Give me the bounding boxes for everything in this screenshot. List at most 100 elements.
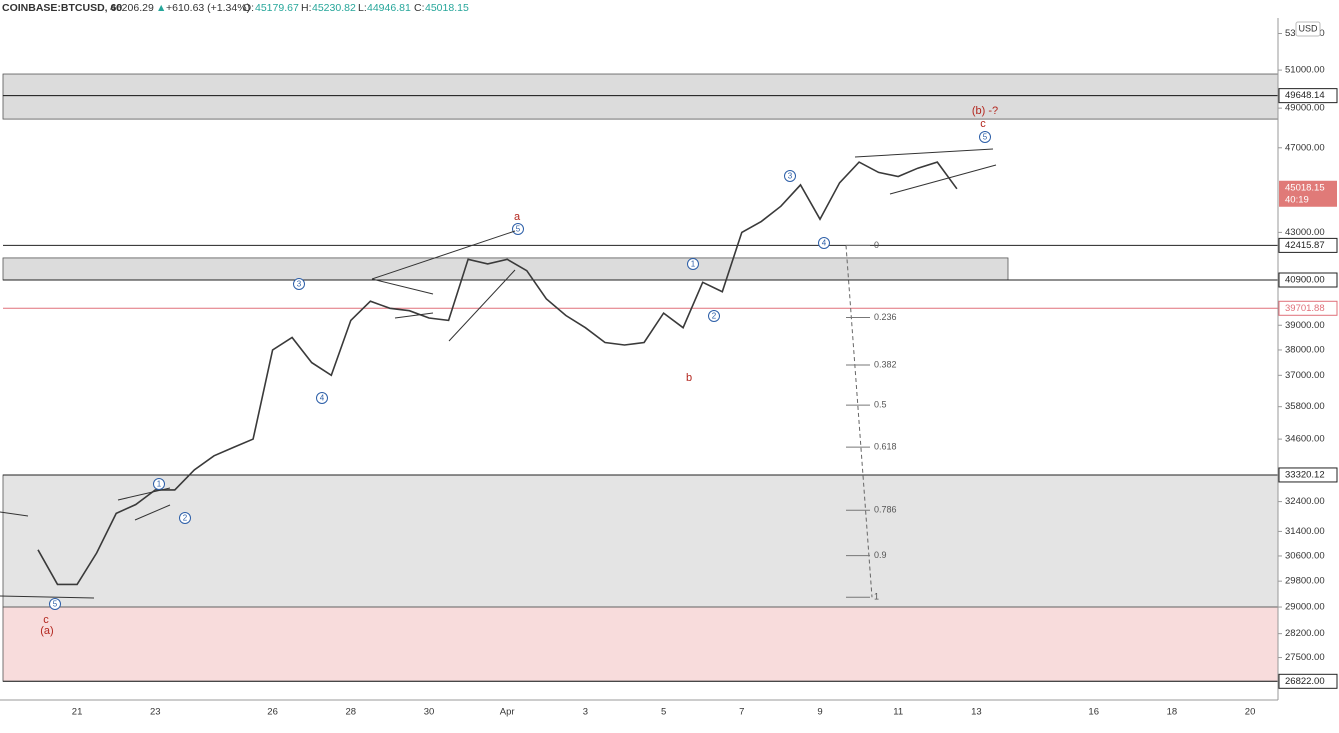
level-label: 49648.14 — [1285, 90, 1325, 101]
zone — [2, 73, 1279, 97]
wave-label: a — [514, 211, 521, 223]
zones — [2, 73, 1279, 682]
x-tick-label: 26 — [267, 707, 278, 718]
fib-label: 0 — [874, 240, 879, 250]
price-line — [37, 161, 958, 586]
wave-label: 4 — [822, 239, 827, 248]
level-box — [1278, 237, 1338, 253]
wave-label: (b) -? — [972, 105, 998, 117]
wave-circle — [979, 131, 991, 143]
wave-label: 5 — [53, 600, 58, 609]
wave-label: 3 — [788, 172, 793, 181]
trendline — [394, 312, 434, 319]
y-tick-label: 35800.00 — [1285, 401, 1325, 412]
wave-label: 2 — [712, 312, 717, 321]
wave-circle — [179, 512, 191, 524]
trendline — [448, 269, 516, 342]
wave-label: 3 — [297, 280, 302, 289]
wave-label: (a) — [40, 625, 53, 637]
wave-label: c — [43, 614, 49, 626]
level-label: 39701.88 — [1285, 303, 1325, 314]
zone — [2, 606, 1279, 682]
y-tick-label: 28200.00 — [1285, 628, 1325, 639]
trendline — [134, 504, 171, 521]
level-label: 33320.12 — [1285, 469, 1325, 480]
y-tick-label: 31400.00 — [1285, 526, 1325, 537]
x-tick-label: 18 — [1167, 707, 1178, 718]
y-tick-label: 32400.00 — [1285, 496, 1325, 507]
level-box — [1278, 88, 1338, 104]
wave-label: 1 — [157, 480, 162, 489]
level-box — [1278, 300, 1338, 316]
change-arrow: ▲ — [156, 2, 166, 14]
x-tick-label: 16 — [1088, 707, 1099, 718]
y-tick-label: 29000.00 — [1285, 602, 1325, 613]
x-tick-label: 7 — [739, 707, 744, 718]
x-tick-label: Apr — [500, 707, 515, 718]
open-label: O: — [243, 2, 254, 14]
zone — [2, 257, 1009, 281]
current-price-box — [1279, 180, 1337, 207]
y-tick-label: 29800.00 — [1285, 576, 1325, 587]
wave-circle — [818, 237, 830, 249]
zone — [2, 474, 1279, 608]
level-box — [1278, 272, 1338, 288]
x-tick-label: 9 — [817, 707, 822, 718]
y-tick-label: 39000.00 — [1285, 320, 1325, 331]
wave-label: b — [686, 372, 692, 384]
trendline — [889, 164, 997, 195]
x-tick-label: 20 — [1245, 707, 1256, 718]
fib-label: 0.236 — [874, 312, 897, 322]
currency-box — [1295, 21, 1321, 37]
high-label: H: — [301, 2, 312, 14]
x-tick-label: 3 — [583, 707, 588, 718]
wave-label: 2 — [183, 514, 188, 523]
close: 45018.15 — [425, 2, 469, 14]
wave-circle — [293, 278, 305, 290]
wave-label: 1 — [691, 260, 696, 269]
level-box — [1278, 467, 1338, 483]
trendline — [0, 595, 95, 599]
trendline — [117, 487, 171, 501]
close-label: C: — [414, 2, 425, 14]
x-tick-label: 30 — [424, 707, 435, 718]
y-tick-label: 34600.00 — [1285, 434, 1325, 445]
trendline — [0, 511, 29, 517]
wave-label: 5 — [983, 133, 988, 142]
y-tick-label: 27500.00 — [1285, 652, 1325, 663]
wave-circle — [316, 392, 328, 404]
y-tick-label: 38000.00 — [1285, 344, 1325, 355]
fib-dashed-line — [845, 245, 873, 598]
change: +610.63 (+1.34%) — [166, 2, 250, 14]
y-tick-label: 43000.00 — [1285, 227, 1325, 238]
fib-label: 0.9 — [874, 550, 887, 560]
countdown: 40:19 — [1285, 194, 1309, 205]
fib-label: 0.382 — [874, 359, 897, 369]
trendline — [371, 278, 434, 295]
open: 45179.67 — [255, 2, 299, 14]
level-label: 40900.00 — [1285, 275, 1325, 286]
x-tick-label: 13 — [971, 707, 982, 718]
low-label: L: — [358, 2, 367, 14]
wave-circle — [687, 258, 699, 270]
high: 45230.82 — [312, 2, 356, 14]
wave-label: c — [980, 118, 986, 130]
y-tick-label: 47000.00 — [1285, 142, 1325, 153]
wave-circle — [512, 223, 524, 235]
last-price: 46206.29 — [110, 2, 154, 14]
fib-label: 0.618 — [874, 441, 897, 451]
x-tick-label: 11 — [893, 707, 903, 718]
symbol: COINBASE:BTCUSD, 60 — [2, 2, 122, 14]
fib-label: 0.5 — [874, 400, 887, 410]
currency: USD — [1298, 23, 1318, 33]
y-tick-label: 30600.00 — [1285, 550, 1325, 561]
x-tick-label: 5 — [661, 707, 666, 718]
x-tick-label: 23 — [150, 707, 161, 718]
trendline — [371, 230, 516, 280]
current-price-label: 45018.15 — [1285, 182, 1325, 193]
zone — [2, 95, 1279, 120]
fib-label: 0.786 — [874, 505, 897, 515]
y-tick-label: 37000.00 — [1285, 370, 1325, 381]
level-label: 26822.00 — [1285, 676, 1325, 687]
